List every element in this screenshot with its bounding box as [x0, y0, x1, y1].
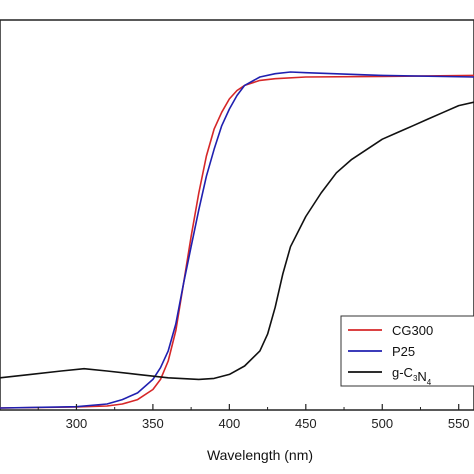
series-layer — [0, 71, 474, 409]
series-line-cg300 — [0, 74, 474, 409]
x-axis: 300 350 400 450 500 550 — [37, 404, 470, 431]
x-axis-title: Wavelength (nm) — [207, 447, 313, 463]
x-tick-label: 400 — [219, 416, 241, 431]
legend-label: g-C3N4 — [392, 365, 432, 387]
x-tick-label: 300 — [66, 416, 88, 431]
series-line-g-c3n4 — [0, 101, 474, 381]
x-tick-label: 550 — [448, 416, 470, 431]
legend-label: CG300 — [392, 323, 433, 338]
x-tick-label: 350 — [142, 416, 164, 431]
legend-label: P25 — [392, 344, 415, 359]
x-tick-label: 450 — [295, 416, 317, 431]
plot-frame — [0, 19, 474, 411]
series-line-p25 — [0, 71, 474, 409]
legend: CG300 P25 g-C3N4 — [340, 315, 474, 387]
x-tick-label: 500 — [371, 416, 393, 431]
